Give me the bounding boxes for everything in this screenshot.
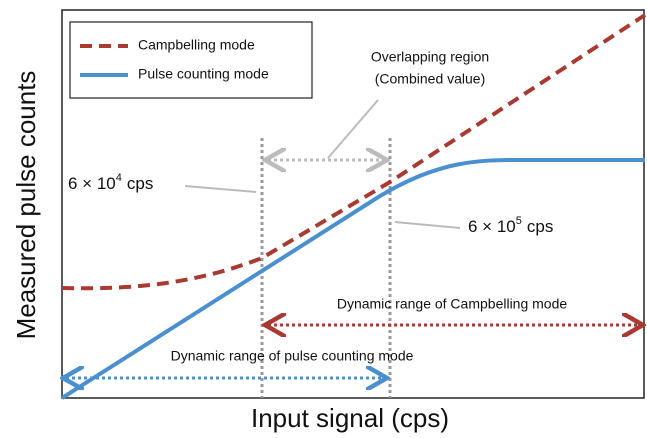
unit: cps: [127, 174, 153, 193]
legend-label: Campbelling mode: [138, 37, 255, 53]
leader-line: [184, 185, 257, 193]
base: 6 × 10: [68, 174, 116, 193]
plot-frame: [61, 9, 645, 399]
annotation: Overlapping region: [371, 49, 489, 65]
base: 6 × 10: [468, 217, 516, 236]
exponent: 4: [116, 172, 122, 184]
exponent: 5: [516, 215, 522, 227]
y-axis-label: Measured pulse counts: [11, 71, 41, 340]
leader-line: [327, 99, 379, 159]
legend-box: [69, 21, 313, 99]
annotation: (Combined value): [375, 71, 486, 87]
pulse-curve: [60, 158, 645, 400]
annotation: 6 × 104 cps: [68, 172, 153, 194]
annotation: Dynamic range of pulse counting mode: [171, 348, 414, 364]
annotation: 6 × 105 cps: [468, 215, 553, 237]
legend-label: Pulse counting mode: [138, 66, 269, 82]
campbelling-curve: [61, 13, 647, 291]
unit: cps: [527, 217, 553, 236]
x-axis-label: Input signal (cps): [251, 403, 449, 433]
leader-line: [394, 221, 461, 229]
annotation: Dynamic range of Campbelling mode: [337, 296, 568, 312]
